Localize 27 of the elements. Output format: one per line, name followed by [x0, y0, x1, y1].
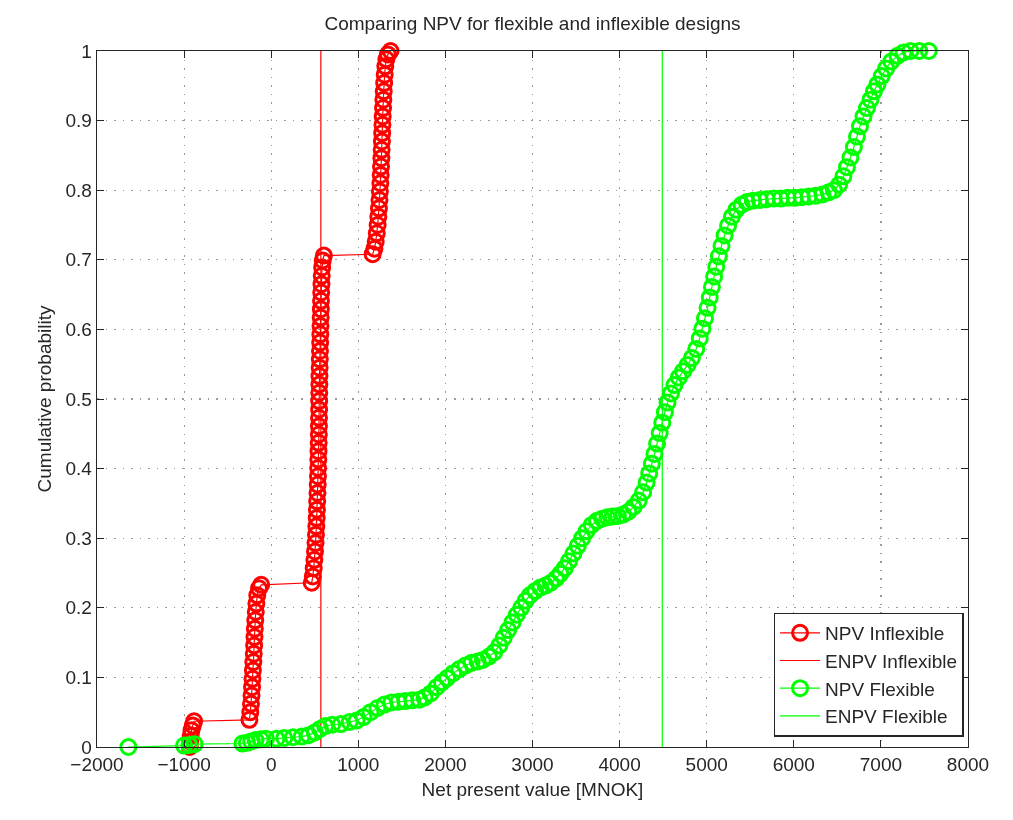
chart-title: Comparing NPV for flexible and inflexible designs [324, 12, 741, 34]
x-tick-label: 8000 [946, 754, 990, 776]
y-axis-title: Cumulative probability [34, 305, 56, 493]
legend-label: NPV Flexible [825, 678, 935, 700]
y-tick-label: 0.9 [65, 110, 92, 132]
y-tick-label: 0.3 [65, 527, 92, 549]
x-tick-label: 1000 [337, 754, 380, 776]
x-tick-label: 3000 [511, 754, 554, 776]
x-tick-label: 4000 [598, 754, 641, 776]
x-tick-label: 2000 [424, 754, 467, 776]
y-tick-label: 0.5 [65, 388, 92, 410]
legend-label: NPV Inflexible [825, 623, 945, 645]
y-tick-label: 0.8 [65, 179, 92, 201]
y-tick-label: 0.1 [65, 667, 92, 689]
y-tick-label: 0.7 [65, 249, 92, 271]
legend-label: ENPV Inflexible [825, 650, 958, 672]
x-tick-label: 6000 [772, 754, 815, 776]
x-axis-title: Net present value [MNOK] [421, 778, 644, 800]
x-tick-label: 0 [265, 754, 277, 776]
y-tick-label: 0.6 [65, 319, 92, 341]
y-tick-label: 1 [81, 40, 92, 62]
x-tick-label: −1000 [157, 754, 211, 776]
x-tick-label: 5000 [685, 754, 728, 776]
x-tick-label: 7000 [859, 754, 903, 776]
y-tick-label: 0.2 [65, 597, 92, 619]
legend-label: ENPV Flexible [825, 706, 948, 728]
y-tick-label: 0.4 [65, 458, 93, 480]
